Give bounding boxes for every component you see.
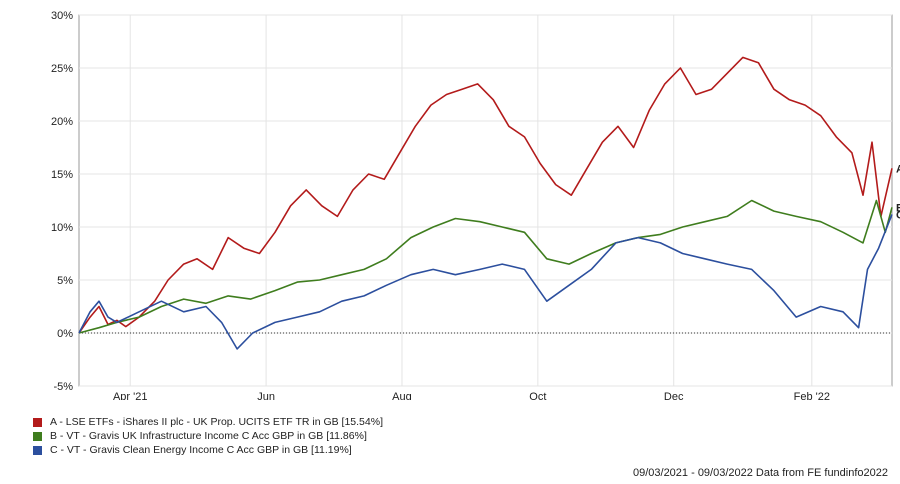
footer-date-range: 09/03/2021 - 09/03/2022 Data from FE fun…	[632, 467, 888, 479]
y-tick-label: 0%	[57, 328, 73, 340]
legend-item-b: B - VT - Gravis UK Infrastructure Income…	[33, 429, 383, 443]
x-tick-label: Dec	[664, 391, 684, 400]
legend-swatch-b	[33, 431, 42, 441]
legend-item-c: C - VT - Gravis Clean Energy Income C Ac…	[33, 443, 383, 457]
legend-label-a: A - LSE ETFs - iShares II plc - UK Prop.…	[50, 415, 383, 428]
series-end-marker-a: A	[896, 163, 900, 175]
y-tick-label: 30%	[51, 10, 73, 22]
y-tick-label: 20%	[51, 116, 73, 128]
x-tick-label: Aug	[392, 391, 412, 400]
series-line-c	[78, 214, 893, 350]
plot-frame	[78, 14, 893, 387]
x-tick-label: Jun	[257, 391, 275, 400]
series-line-b	[78, 199, 893, 334]
y-tick-label: -5%	[53, 381, 73, 393]
y-tick-label: 10%	[51, 222, 73, 234]
legend: A - LSE ETFs - iShares II plc - UK Prop.…	[33, 415, 383, 457]
line-chart: 30% 25% 20% 15% 10% 5% 0% -5% Apr '21 Jun Aug Oct De…	[51, 10, 900, 403]
legend-label-c: C - VT - Gravis Clean Energy Income C Ac…	[50, 443, 352, 456]
legend-swatch-a	[33, 417, 42, 427]
x-tick-label: Feb '22	[794, 391, 830, 400]
series-end-marker-c: C	[896, 209, 900, 221]
x-tick-label: Apr '21	[113, 391, 148, 400]
series-line-a	[78, 56, 893, 334]
legend-item-a: A - LSE ETFs - iShares II plc - UK Prop.…	[33, 415, 383, 429]
x-tick-label: Oct	[529, 391, 546, 400]
y-tick-label: 25%	[51, 63, 73, 75]
y-tick-label: 5%	[57, 275, 73, 287]
legend-label-b: B - VT - Gravis UK Infrastructure Income…	[50, 429, 367, 442]
y-tick-label: 15%	[51, 169, 73, 181]
chart-area: 30% 25% 20% 15% 10% 5% 0% -5% Apr '21 Jun Aug Oct De…	[51, 10, 900, 403]
series-end-marker-b: B	[896, 202, 900, 214]
legend-swatch-c	[33, 445, 42, 455]
